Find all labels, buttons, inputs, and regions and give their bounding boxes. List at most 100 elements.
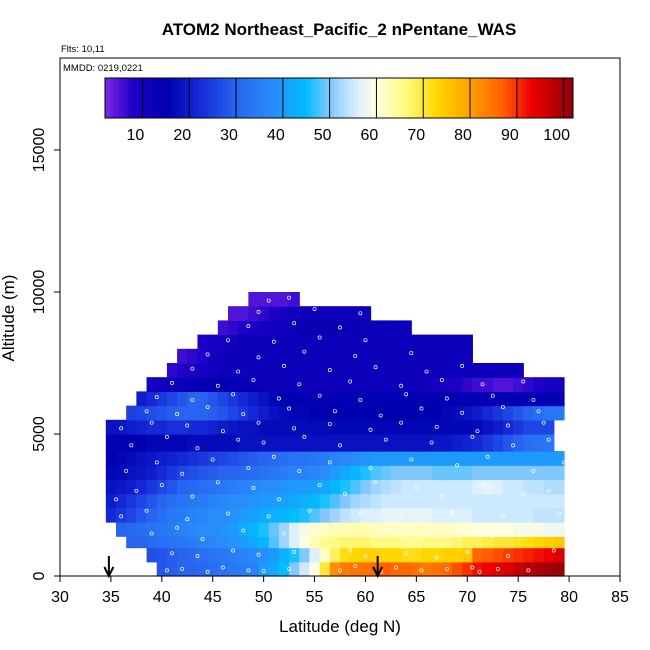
heatmap-cell (166, 405, 178, 421)
colorbar-tick-label: 30 (220, 127, 238, 144)
colorbar-swatch (189, 78, 195, 118)
heatmap-cell (533, 522, 545, 537)
sample-point (210, 457, 215, 462)
heatmap-cell (390, 547, 402, 563)
heatmap-cell (350, 451, 361, 466)
heatmap-cell (370, 493, 382, 509)
heatmap-cell (116, 479, 127, 495)
heatmap-cell (197, 547, 209, 563)
sample-point (470, 434, 475, 439)
colorbar-swatch (105, 78, 111, 118)
heatmap-cell (441, 507, 453, 523)
sample-point (439, 378, 444, 382)
heatmap-cell (340, 377, 351, 392)
heatmap-cell (452, 479, 463, 495)
colorbar-swatch (521, 78, 527, 118)
heatmap-cell (187, 522, 199, 537)
sample-point (185, 517, 190, 522)
heatmap-cell (197, 334, 209, 350)
heatmap-cell (136, 451, 148, 466)
heatmap-cell (482, 479, 494, 495)
sample-point (276, 396, 281, 401)
heatmap-cell (350, 522, 361, 537)
sample-point (460, 363, 465, 368)
heatmap-cell (187, 391, 199, 407)
colorbar-swatch (179, 78, 186, 118)
heatmap-cell (553, 479, 565, 495)
heatmap-cell (319, 419, 331, 435)
colorbar-swatch (198, 78, 204, 118)
heatmap-cell (329, 334, 341, 350)
heatmap-cell (329, 391, 341, 407)
colorbar-swatch (516, 78, 523, 118)
heatmap-cell (126, 434, 137, 452)
heatmap-cell (177, 522, 188, 537)
heatmap-cell (258, 391, 270, 407)
heatmap-cell (360, 507, 372, 523)
heatmap-cell (289, 363, 300, 378)
heatmap-cell (278, 306, 290, 321)
heatmap-cell (126, 405, 137, 421)
heatmap-cell (146, 451, 158, 466)
heatmap-cell (350, 334, 361, 350)
heatmap-cell (360, 451, 372, 466)
sample-point (190, 366, 195, 371)
heatmap-cell (207, 547, 219, 563)
heatmap-cell (238, 536, 249, 549)
sample-point (190, 494, 195, 499)
heatmap-cell (502, 465, 514, 481)
colorbar-swatch (320, 78, 326, 118)
heatmap-cell (238, 306, 249, 321)
sample-point (419, 406, 424, 411)
heatmap-cell (492, 536, 504, 549)
heatmap-cell (299, 363, 311, 378)
heatmap-cell (146, 465, 158, 481)
heatmap-cell (197, 507, 209, 523)
sample-point (256, 552, 261, 557)
heatmap-cell (217, 391, 229, 407)
sample-point (363, 554, 368, 559)
sample-point (363, 338, 368, 343)
colorbar-swatch (493, 78, 499, 118)
y-axis-label: Altitude (m) (0, 275, 18, 362)
heatmap-cell (452, 536, 463, 549)
heatmap-cell (431, 465, 443, 481)
heatmap-cell (390, 334, 402, 350)
heatmap-cell (523, 434, 535, 452)
heatmap-cell (370, 391, 382, 407)
heatmap-cell (126, 493, 137, 509)
heatmap-cell (370, 522, 382, 537)
heatmap-cell (390, 536, 402, 549)
colorbar-swatch (339, 78, 345, 118)
heatmap-cell (370, 419, 382, 435)
heatmap-cell (533, 419, 545, 435)
sample-point (297, 468, 302, 473)
heatmap-cell (472, 465, 484, 481)
heatmap-cell (553, 547, 565, 563)
colorbar-swatch (231, 78, 237, 118)
heatmap-cell (187, 434, 199, 452)
heatmap-cell (289, 391, 300, 407)
heatmap-cell (278, 561, 290, 577)
sample-point (506, 554, 510, 559)
heatmap-cell (329, 507, 341, 523)
sample-point (185, 423, 190, 428)
sample-point (144, 508, 149, 513)
colorbar-swatch (399, 78, 406, 118)
heatmap-cell (482, 507, 494, 523)
heatmap-cell (452, 334, 463, 350)
heatmap-cell (390, 479, 402, 495)
heatmap-cell (319, 405, 331, 421)
heatmap-cell (482, 547, 494, 563)
colorbar-swatch (362, 78, 368, 118)
sample-point (292, 426, 297, 431)
heatmap-cell (380, 561, 392, 577)
dates-note: MMDD: 0219,0221 (63, 63, 143, 74)
heatmap-cell (401, 493, 412, 509)
x-tick-label: 40 (153, 589, 171, 606)
heatmap-cell (156, 377, 168, 392)
heatmap-cell (319, 348, 331, 364)
heatmap-cell (258, 405, 270, 421)
sample-point (180, 471, 185, 476)
heatmap-cell (177, 391, 188, 407)
